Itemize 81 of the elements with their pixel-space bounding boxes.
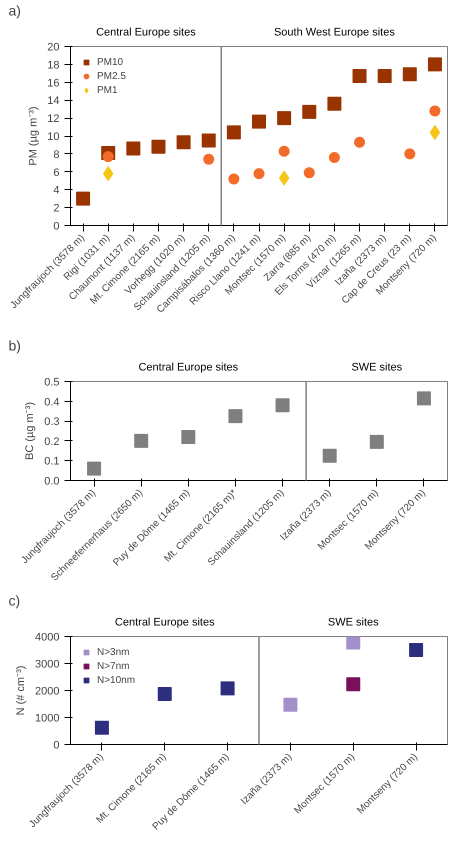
point [151,140,166,154]
point [252,114,266,129]
y-axis-title: N (# cm⁻³) [15,666,28,716]
point [346,677,360,692]
text: SWE sites [351,361,403,374]
text: South West Europe sites [274,26,396,38]
point [176,135,191,150]
point [430,124,440,140]
point [328,152,340,163]
y-tick-label: 0.1 [44,456,60,468]
y-axis-title: PM (µg m⁻³) [27,106,40,166]
point [87,462,102,476]
point [278,170,290,186]
point [278,146,290,157]
point [416,391,431,406]
point [352,69,367,84]
point [429,105,440,116]
point [402,67,417,82]
point [409,643,424,657]
point [346,636,360,650]
y-tick-label: 2000 [35,686,60,698]
legend-label: N>7nm [97,660,130,672]
point [404,148,416,160]
y-tick-label: 14 [47,95,60,108]
legend-label: PM10 [97,56,124,68]
point [277,111,292,126]
point [428,57,442,72]
point [228,409,242,424]
text: Central Europe sites [114,616,216,628]
y-tick-label: 2 [53,202,60,215]
point [76,192,90,206]
y-tick-label: 6 [53,166,60,179]
point [322,448,337,463]
point [276,398,290,412]
point [126,142,140,156]
chart-title: a) [8,2,21,18]
y-tick-label: 16 [47,77,60,90]
y-tick-label: 18 [47,59,60,72]
text: SWE sites [328,616,380,628]
point [370,434,384,449]
point [203,154,214,165]
point [302,104,316,119]
point [327,96,342,111]
y-tick-label: 10 [47,131,60,143]
legend-label: N>3nm [97,646,130,658]
text: Central Europe sites [138,361,239,374]
point [134,434,148,448]
chart-title: b) [8,338,21,354]
y-tick-label: 3000 [35,658,60,670]
y-tick-label: 0 [53,740,60,752]
chart-title: c) [8,592,20,608]
y-tick-label: 0.0 [44,476,60,488]
point [304,167,315,178]
y-tick-label: 1000 [35,712,60,724]
y-axis-title: BC (µg m⁻³) [24,402,36,460]
y-tick-label: 0 [53,220,60,232]
y-tick-label: 0.3 [44,416,60,428]
y-tick-label: 4000 [35,632,60,644]
point [220,681,235,696]
y-tick-label: 0.5 [44,376,60,388]
legend-label: PM1 [97,84,118,96]
point [94,720,109,735]
point [181,430,196,444]
y-tick-label: 12 [47,113,60,126]
point [226,125,241,140]
y-tick-label: 0.2 [44,436,60,448]
y-tick-label: 8 [53,148,60,161]
point [228,173,240,184]
point [158,687,172,702]
point [102,151,114,162]
legend-label: PM2.5 [97,70,126,82]
point [354,136,366,148]
point [378,69,392,84]
point [254,168,264,180]
text: Central Europe sites [96,26,196,38]
y-tick-label: 0.4 [44,396,60,408]
y-tick-label: 4 [53,184,60,197]
point [202,133,216,148]
legend-label: N>10nm [97,674,136,686]
point [283,698,298,712]
y-tick-label: 20 [47,42,60,54]
